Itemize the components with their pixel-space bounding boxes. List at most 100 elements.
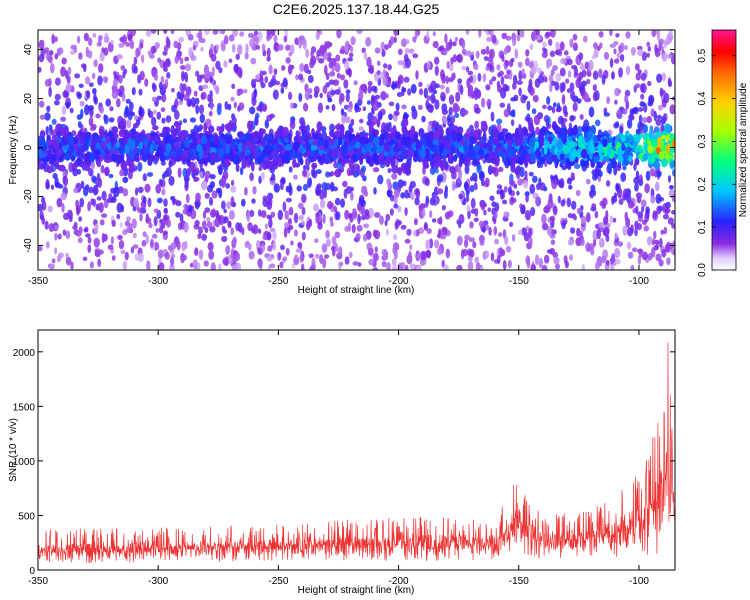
heatmap-cell (616, 52, 620, 60)
heatmap-cell (470, 197, 476, 209)
heatmap-cell (64, 154, 71, 161)
heatmap-cell (93, 237, 100, 248)
heatmap-cell (362, 233, 368, 242)
heatmap-cell (397, 74, 404, 85)
heatmap-cell (308, 177, 313, 187)
heatmap-cell (135, 187, 139, 196)
heatmap-cell (233, 63, 239, 73)
heatmap-cell (485, 84, 491, 91)
heatmap-cell (596, 155, 600, 161)
heatmap-cell (70, 261, 74, 270)
heatmap-cell (327, 52, 332, 58)
heatmap-cell (458, 157, 463, 168)
heatmap-cell (492, 138, 499, 146)
heatmap-cell (236, 263, 241, 270)
heatmap-cell (406, 136, 412, 145)
snr-plot-area (38, 330, 675, 570)
heatmap-cell (344, 209, 350, 220)
heatmap-cell (189, 117, 197, 123)
heatmap-cell (617, 241, 623, 247)
heatmap-cell (444, 140, 451, 150)
heatmap-cell (373, 229, 381, 240)
heatmap-cell (264, 119, 269, 129)
heatmap-cell (624, 45, 628, 51)
heatmap-cell (409, 244, 413, 251)
heatmap-cell (499, 188, 504, 200)
heatmap-cell (597, 143, 604, 155)
heatmap-cell (194, 247, 199, 257)
heatmap-cell (54, 77, 61, 86)
heatmap-cell (391, 257, 397, 267)
heatmap-cell (459, 84, 464, 95)
heatmap-cell (184, 75, 189, 83)
heatmap-cell (52, 138, 60, 150)
heatmap-cell (53, 225, 59, 231)
heatmap-cell (156, 95, 162, 101)
heatmap-cell (351, 153, 358, 160)
heatmap-cell (232, 30, 238, 37)
heatmap-cell (519, 147, 527, 156)
heatmap-cell (210, 43, 214, 50)
heatmap-cell (302, 183, 308, 192)
heatmap-cell (653, 160, 661, 170)
heatmap-cell (82, 256, 88, 261)
heatmap-cell (439, 45, 445, 51)
heatmap-cell (228, 210, 235, 220)
heatmap-cell (111, 153, 117, 162)
heatmap-cell (360, 83, 367, 92)
heatmap-cell (625, 65, 631, 76)
heatmap-cell (174, 55, 179, 64)
heatmap-cell (202, 220, 207, 230)
heatmap-cell (658, 40, 662, 52)
heatmap-cell (316, 121, 323, 132)
heatmap-cell (283, 151, 291, 162)
heatmap-cell (94, 248, 101, 254)
heatmap-cell (594, 119, 601, 127)
heatmap-cell (473, 217, 479, 222)
heatmap-cell (474, 207, 479, 217)
heatmap-cell (273, 34, 278, 43)
heatmap-cell (391, 173, 398, 180)
heatmap-cell (509, 196, 515, 206)
heatmap-cell (487, 56, 493, 63)
heatmap-cell (614, 58, 620, 64)
heatmap-cell (237, 131, 244, 137)
heatmap-cell (255, 112, 260, 120)
heatmap-cell (168, 175, 175, 186)
heatmap-cell (156, 111, 162, 120)
heatmap-cell (277, 251, 282, 261)
heatmap-cell (92, 198, 97, 207)
heatmap-cell (76, 35, 81, 44)
heatmap-cell (543, 254, 550, 264)
heatmap-cell (327, 97, 333, 103)
heatmap-cell (474, 256, 480, 263)
heatmap-cell (260, 171, 265, 181)
heatmap-cell (401, 87, 407, 93)
heatmap-cell (210, 262, 216, 270)
heatmap-cell (557, 195, 561, 204)
heatmap-cell (254, 131, 261, 139)
heatmap-cell (450, 115, 456, 124)
heatmap-cell (260, 210, 267, 218)
heatmap-cell (145, 234, 149, 244)
heatmap-cell (162, 126, 169, 137)
heatmap-cell (66, 75, 71, 84)
heatmap-cell (294, 162, 301, 168)
heatmap-x-axis-label: Height of straight line (km) (298, 285, 415, 296)
heatmap-cell (368, 122, 374, 133)
heatmap-cell (109, 131, 113, 140)
heatmap-cell (303, 63, 309, 74)
heatmap-cell (329, 71, 336, 77)
heatmap-cell (628, 155, 633, 162)
heatmap-cell (208, 250, 215, 260)
heatmap-cell (549, 83, 553, 93)
heatmap-cell (345, 92, 350, 103)
heatmap-cell (65, 83, 72, 93)
heatmap-cell (171, 243, 176, 249)
heatmap-cell (498, 232, 503, 238)
heatmap-cell (208, 110, 213, 117)
heatmap-cell (375, 146, 383, 154)
heatmap-cell (414, 218, 418, 226)
heatmap-cell (187, 150, 195, 158)
heatmap-cell (253, 30, 259, 36)
